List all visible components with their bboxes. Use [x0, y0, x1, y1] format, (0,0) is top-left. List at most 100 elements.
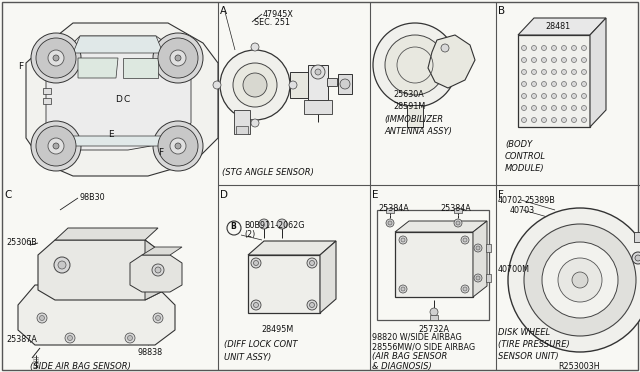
Circle shape	[572, 118, 577, 122]
Circle shape	[541, 106, 547, 110]
Bar	[486, 244, 491, 252]
Circle shape	[572, 272, 588, 288]
Circle shape	[156, 315, 161, 321]
Circle shape	[310, 260, 314, 266]
Text: SEC. 251: SEC. 251	[254, 18, 290, 27]
Circle shape	[531, 106, 536, 110]
Circle shape	[582, 45, 586, 51]
Text: 25389B: 25389B	[524, 196, 555, 205]
Circle shape	[340, 79, 350, 89]
Circle shape	[175, 55, 181, 61]
Circle shape	[454, 219, 462, 227]
Circle shape	[220, 50, 290, 120]
Circle shape	[399, 236, 407, 244]
Text: 25384A: 25384A	[440, 204, 471, 213]
Bar	[290, 72, 308, 98]
Bar	[486, 274, 491, 282]
Circle shape	[582, 118, 586, 122]
Circle shape	[315, 69, 321, 75]
Polygon shape	[473, 221, 487, 297]
Circle shape	[48, 50, 64, 66]
Circle shape	[572, 70, 577, 74]
Text: 25387A: 25387A	[6, 335, 37, 344]
Circle shape	[632, 252, 640, 264]
Circle shape	[561, 93, 566, 99]
Polygon shape	[38, 240, 165, 300]
Text: 28481: 28481	[545, 22, 570, 31]
Circle shape	[476, 276, 480, 280]
Circle shape	[561, 118, 566, 122]
Circle shape	[522, 45, 527, 51]
Text: 28591M: 28591M	[393, 102, 425, 111]
Bar	[518, 35, 590, 127]
Bar	[304, 100, 332, 114]
Polygon shape	[123, 58, 158, 78]
Circle shape	[158, 126, 198, 166]
Circle shape	[531, 81, 536, 87]
Polygon shape	[320, 241, 336, 313]
Circle shape	[572, 93, 577, 99]
Bar	[236, 126, 248, 134]
Text: F: F	[18, 62, 23, 71]
Polygon shape	[46, 36, 191, 150]
Circle shape	[522, 106, 527, 110]
Circle shape	[531, 70, 536, 74]
Bar	[454, 208, 462, 213]
Circle shape	[522, 118, 527, 122]
Circle shape	[307, 258, 317, 268]
Circle shape	[561, 81, 566, 87]
Circle shape	[307, 300, 317, 310]
Text: (STG ANGLE SENSOR): (STG ANGLE SENSOR)	[222, 168, 314, 177]
Text: F: F	[498, 190, 504, 200]
Circle shape	[253, 302, 259, 308]
Circle shape	[522, 93, 527, 99]
Bar	[430, 315, 438, 320]
Circle shape	[572, 81, 577, 87]
Circle shape	[522, 70, 527, 74]
Circle shape	[48, 138, 64, 154]
Text: & DIAGNOSIS): & DIAGNOSIS)	[372, 362, 432, 371]
Circle shape	[251, 300, 261, 310]
Circle shape	[127, 336, 132, 340]
Polygon shape	[18, 285, 175, 345]
Circle shape	[441, 44, 449, 52]
Circle shape	[561, 70, 566, 74]
Text: 28495M: 28495M	[261, 325, 293, 334]
Text: (2): (2)	[244, 230, 255, 239]
Polygon shape	[73, 36, 163, 53]
Circle shape	[561, 106, 566, 110]
Text: ANTENNA ASSY): ANTENNA ASSY)	[384, 127, 452, 136]
Polygon shape	[248, 241, 336, 255]
Text: (BODY: (BODY	[505, 140, 532, 149]
Circle shape	[243, 73, 267, 97]
Circle shape	[542, 242, 618, 318]
Circle shape	[153, 313, 163, 323]
Circle shape	[561, 45, 566, 51]
Circle shape	[552, 58, 557, 62]
Bar	[327, 78, 337, 86]
Wedge shape	[153, 33, 203, 83]
Text: 98820 W/SIDE AIRBAG: 98820 W/SIDE AIRBAG	[372, 332, 461, 341]
Circle shape	[508, 208, 640, 352]
Circle shape	[40, 315, 45, 321]
Bar	[43, 98, 51, 104]
Polygon shape	[78, 58, 118, 78]
Polygon shape	[130, 255, 182, 292]
Circle shape	[552, 106, 557, 110]
Text: (DIFF LOCK CONT: (DIFF LOCK CONT	[224, 340, 298, 349]
Text: (AIR BAG SENSOR: (AIR BAG SENSOR	[372, 352, 447, 361]
Text: SENSOR UNIT): SENSOR UNIT)	[498, 352, 559, 361]
Wedge shape	[31, 33, 81, 83]
Circle shape	[552, 45, 557, 51]
Circle shape	[125, 333, 135, 343]
Polygon shape	[55, 228, 158, 240]
Text: D: D	[220, 190, 228, 200]
Text: 98838: 98838	[138, 348, 163, 357]
Circle shape	[401, 238, 405, 242]
Text: D: D	[115, 95, 122, 104]
Text: C: C	[4, 190, 12, 200]
Circle shape	[524, 224, 636, 336]
Polygon shape	[26, 23, 218, 176]
Circle shape	[152, 264, 164, 276]
Bar	[308, 65, 328, 100]
